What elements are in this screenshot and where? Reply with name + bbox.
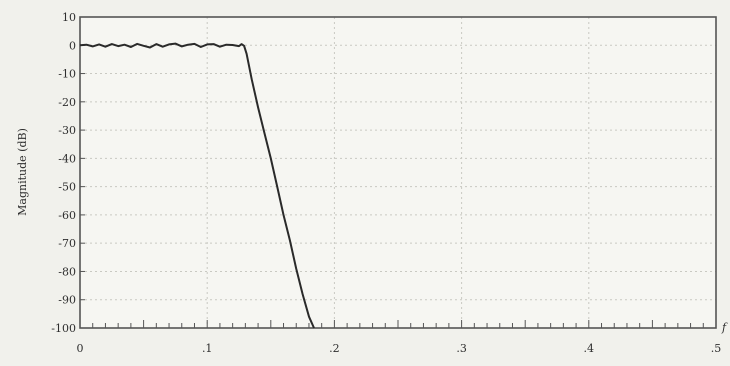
y-tick-label: -10 bbox=[58, 68, 76, 81]
y-tick-labels: 10 0 -10 -20 -30 -40 -50 -60 -70 -80 -90 -100 bbox=[51, 11, 76, 335]
x-tick-label: .4 bbox=[584, 342, 595, 355]
y-tick-label: 10 bbox=[62, 11, 76, 24]
series-line bbox=[79, 42, 315, 329]
x-tick-label: .2 bbox=[329, 342, 340, 355]
plot-frame bbox=[79, 16, 717, 329]
x-axis-label: f bbox=[721, 321, 728, 334]
grid bbox=[79, 16, 717, 329]
y-tick-label: -90 bbox=[58, 294, 76, 307]
y-tick-label: -60 bbox=[58, 209, 76, 222]
y-tick-label: -20 bbox=[58, 96, 76, 109]
y-tick-label: -70 bbox=[58, 237, 76, 250]
x-tick-label: 0 bbox=[77, 342, 84, 355]
x-tick-labels: 0 .1 .2 .3 .4 .5 bbox=[77, 342, 722, 355]
y-tick-label: -80 bbox=[58, 265, 76, 278]
y-tick-label: -30 bbox=[58, 124, 76, 137]
y-tick-label: -40 bbox=[58, 152, 76, 165]
y-axis-label: Magnitude (dB) bbox=[16, 128, 29, 216]
plot-area bbox=[80, 17, 716, 328]
y-tick-label: -100 bbox=[51, 322, 76, 335]
y-tick-label: -50 bbox=[58, 181, 76, 194]
y-tick-label: 0 bbox=[69, 39, 76, 52]
series-layer bbox=[79, 42, 315, 329]
x-tick-label: .5 bbox=[711, 342, 722, 355]
x-tick-label: .1 bbox=[202, 342, 213, 355]
x-tick-label: .3 bbox=[456, 342, 467, 355]
